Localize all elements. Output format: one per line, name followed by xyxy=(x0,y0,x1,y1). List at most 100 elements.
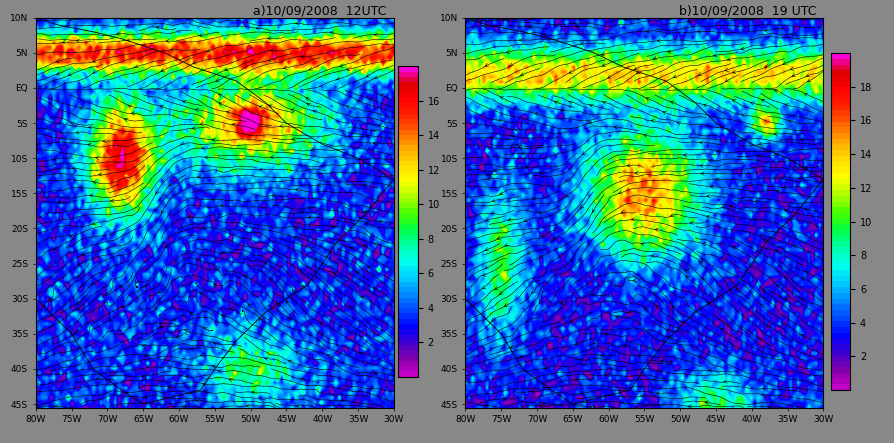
FancyArrowPatch shape xyxy=(124,119,128,122)
FancyArrowPatch shape xyxy=(580,42,584,45)
FancyArrowPatch shape xyxy=(369,98,373,101)
FancyArrowPatch shape xyxy=(697,355,701,358)
FancyArrowPatch shape xyxy=(293,236,297,240)
FancyArrowPatch shape xyxy=(142,374,146,377)
FancyArrowPatch shape xyxy=(654,228,658,231)
FancyArrowPatch shape xyxy=(621,401,625,405)
FancyArrowPatch shape xyxy=(291,137,295,141)
FancyArrowPatch shape xyxy=(569,70,572,73)
FancyArrowPatch shape xyxy=(156,26,159,29)
FancyArrowPatch shape xyxy=(205,156,208,159)
FancyArrowPatch shape xyxy=(630,218,634,221)
FancyArrowPatch shape xyxy=(330,31,333,34)
FancyArrowPatch shape xyxy=(493,287,498,290)
FancyArrowPatch shape xyxy=(801,299,805,302)
FancyArrowPatch shape xyxy=(259,318,262,322)
FancyArrowPatch shape xyxy=(173,318,176,322)
FancyArrowPatch shape xyxy=(613,125,617,129)
FancyArrowPatch shape xyxy=(108,318,113,321)
FancyArrowPatch shape xyxy=(373,141,376,145)
FancyArrowPatch shape xyxy=(801,278,805,281)
FancyArrowPatch shape xyxy=(76,301,80,304)
FancyArrowPatch shape xyxy=(618,191,621,194)
FancyArrowPatch shape xyxy=(366,74,369,77)
FancyArrowPatch shape xyxy=(724,68,728,71)
FancyArrowPatch shape xyxy=(519,39,522,42)
FancyArrowPatch shape xyxy=(661,359,664,363)
FancyArrowPatch shape xyxy=(761,386,764,390)
FancyArrowPatch shape xyxy=(632,279,636,282)
FancyArrowPatch shape xyxy=(198,34,202,37)
FancyArrowPatch shape xyxy=(588,121,592,124)
FancyArrowPatch shape xyxy=(491,318,494,322)
FancyArrowPatch shape xyxy=(131,17,135,20)
FancyArrowPatch shape xyxy=(592,209,595,213)
FancyArrowPatch shape xyxy=(71,122,74,125)
FancyArrowPatch shape xyxy=(713,54,716,57)
FancyArrowPatch shape xyxy=(57,201,61,204)
FancyArrowPatch shape xyxy=(182,405,186,408)
FancyArrowPatch shape xyxy=(166,39,169,43)
FancyArrowPatch shape xyxy=(280,124,283,128)
FancyArrowPatch shape xyxy=(791,74,795,76)
FancyArrowPatch shape xyxy=(667,336,670,339)
FancyArrowPatch shape xyxy=(245,276,249,279)
FancyArrowPatch shape xyxy=(683,153,687,157)
FancyArrowPatch shape xyxy=(704,401,707,404)
FancyArrowPatch shape xyxy=(144,354,148,357)
FancyArrowPatch shape xyxy=(96,377,99,380)
FancyArrowPatch shape xyxy=(623,18,627,21)
FancyArrowPatch shape xyxy=(539,405,543,408)
FancyArrowPatch shape xyxy=(800,17,804,21)
FancyArrowPatch shape xyxy=(222,252,225,255)
FancyArrowPatch shape xyxy=(215,79,219,82)
FancyArrowPatch shape xyxy=(346,106,350,109)
FancyArrowPatch shape xyxy=(308,67,313,70)
FancyArrowPatch shape xyxy=(192,126,196,130)
FancyArrowPatch shape xyxy=(687,19,690,23)
FancyArrowPatch shape xyxy=(763,239,766,242)
FancyArrowPatch shape xyxy=(200,122,204,125)
FancyArrowPatch shape xyxy=(637,354,640,358)
FancyArrowPatch shape xyxy=(565,194,569,197)
FancyArrowPatch shape xyxy=(499,291,502,295)
FancyArrowPatch shape xyxy=(155,306,158,310)
FancyArrowPatch shape xyxy=(216,268,219,271)
FancyArrowPatch shape xyxy=(702,242,705,245)
FancyArrowPatch shape xyxy=(161,68,164,71)
FancyArrowPatch shape xyxy=(168,385,172,389)
FancyArrowPatch shape xyxy=(70,234,73,237)
FancyArrowPatch shape xyxy=(482,286,485,289)
Text: a)10/09/2008  12UTC: a)10/09/2008 12UTC xyxy=(253,5,386,18)
FancyArrowPatch shape xyxy=(754,200,757,203)
FancyArrowPatch shape xyxy=(200,353,204,357)
FancyArrowPatch shape xyxy=(207,49,211,52)
FancyArrowPatch shape xyxy=(291,109,294,112)
FancyArrowPatch shape xyxy=(773,132,777,136)
FancyArrowPatch shape xyxy=(569,319,573,323)
FancyArrowPatch shape xyxy=(697,332,701,335)
FancyArrowPatch shape xyxy=(757,154,760,157)
FancyArrowPatch shape xyxy=(70,18,72,21)
FancyArrowPatch shape xyxy=(634,67,637,70)
FancyArrowPatch shape xyxy=(135,65,139,68)
FancyArrowPatch shape xyxy=(198,292,203,295)
FancyArrowPatch shape xyxy=(503,397,506,400)
FancyArrowPatch shape xyxy=(797,177,801,180)
FancyArrowPatch shape xyxy=(116,32,120,35)
FancyArrowPatch shape xyxy=(716,150,720,153)
FancyArrowPatch shape xyxy=(782,186,786,190)
FancyArrowPatch shape xyxy=(161,210,164,213)
FancyArrowPatch shape xyxy=(81,253,85,256)
FancyArrowPatch shape xyxy=(184,330,189,333)
FancyArrowPatch shape xyxy=(644,307,647,311)
FancyArrowPatch shape xyxy=(350,247,353,250)
FancyArrowPatch shape xyxy=(93,70,97,74)
FancyArrowPatch shape xyxy=(490,212,493,215)
FancyArrowPatch shape xyxy=(662,112,666,115)
FancyArrowPatch shape xyxy=(569,16,572,20)
FancyArrowPatch shape xyxy=(652,293,655,296)
FancyArrowPatch shape xyxy=(213,342,216,345)
FancyArrowPatch shape xyxy=(708,369,711,372)
FancyArrowPatch shape xyxy=(532,197,536,200)
